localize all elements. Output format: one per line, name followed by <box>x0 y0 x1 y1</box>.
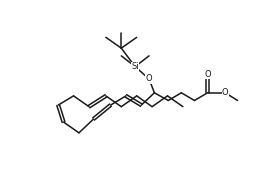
Text: O: O <box>204 70 211 79</box>
Text: O: O <box>222 88 229 97</box>
Text: O: O <box>146 74 152 83</box>
Text: Si: Si <box>131 62 139 71</box>
